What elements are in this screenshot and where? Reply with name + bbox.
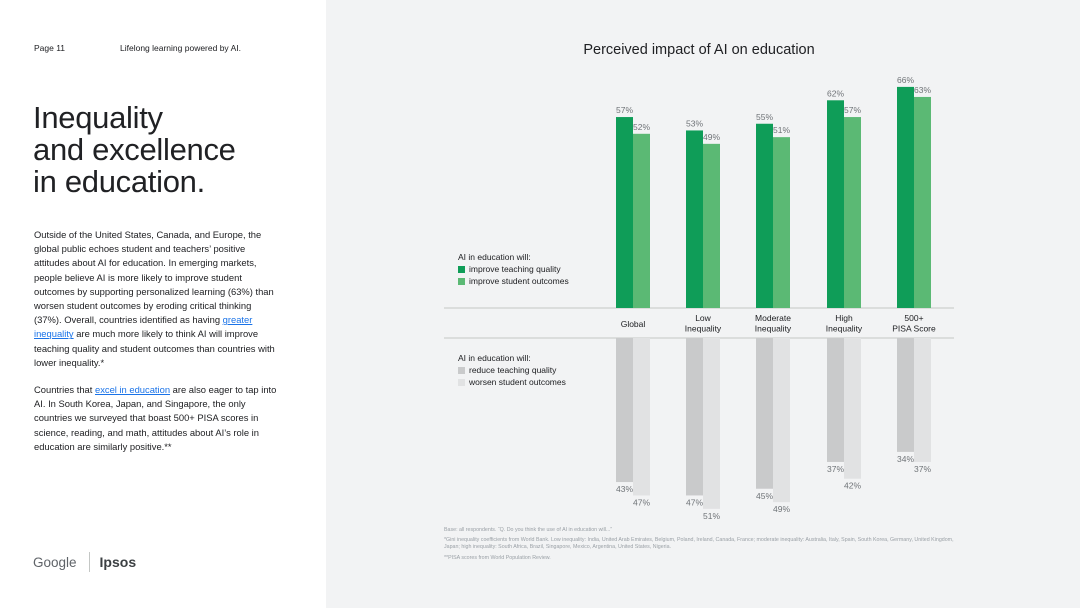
data-label: 62% (827, 88, 844, 98)
bar-improve-student-outcomes (633, 133, 650, 308)
title-line: and excellence (33, 132, 236, 167)
data-label: 63% (914, 85, 931, 95)
greater-inequality-link[interactable]: greater inequality (34, 314, 253, 340)
data-label: 43% (616, 484, 633, 494)
bar-worsen-student-outcomes (703, 338, 720, 509)
bar-reduce-teaching-quality (616, 338, 633, 483)
category-label: High Inequality (826, 313, 863, 334)
data-label: 37% (914, 464, 931, 474)
bar-improve-student-outcomes (914, 96, 931, 308)
page-number: Page 11 (34, 43, 66, 53)
data-label: 37% (827, 464, 844, 474)
body-text: Outside of the United States, Canada, an… (34, 228, 278, 467)
category-label: 500+ PISA Score (892, 313, 936, 334)
legend-swatch (458, 378, 465, 386)
data-label: 52% (633, 122, 650, 132)
legend-label: worsen student outcomes (469, 377, 566, 387)
ipsos-logo: Ipsos (99, 554, 137, 570)
bar-worsen-student-outcomes (633, 338, 650, 496)
bar-worsen-student-outcomes (773, 338, 790, 503)
bar-reduce-teaching-quality (897, 338, 914, 452)
data-label: 42% (844, 481, 861, 491)
data-label: 66% (897, 75, 914, 85)
bar-improve-teaching-quality (897, 86, 914, 309)
data-label: 57% (844, 105, 861, 115)
legend-swatch (458, 277, 465, 285)
logo-bar: Google Ipsos (33, 551, 136, 573)
legend-item: improve teaching quality (458, 263, 569, 275)
bar-worsen-student-outcomes (914, 338, 931, 462)
legend-label: improve teaching quality (469, 264, 561, 274)
footnotes: Base: all respondents. “Q. Do you think … (444, 527, 964, 565)
title-line: in education. (33, 164, 205, 199)
bar-worsen-student-outcomes (844, 338, 861, 479)
bar-improve-student-outcomes (703, 143, 720, 308)
data-label: 34% (897, 454, 914, 464)
data-label: 49% (773, 504, 790, 514)
bar-reduce-teaching-quality (756, 338, 773, 489)
bar-improve-student-outcomes (773, 137, 790, 308)
category-label: Low Inequality (685, 313, 722, 334)
legend-label: improve student outcomes (469, 276, 569, 286)
logo-divider (88, 552, 90, 572)
data-label: 55% (756, 112, 773, 122)
footnote-base: Base: all respondents. “Q. Do you think … (444, 527, 613, 533)
legend-swatch (458, 265, 465, 273)
bar-improve-student-outcomes (844, 117, 861, 308)
data-label: 47% (633, 497, 650, 507)
bar-reduce-teaching-quality (827, 338, 844, 462)
data-label: 57% (616, 105, 633, 115)
legend-title: AI in education will: (458, 353, 531, 363)
chart-title: Perceived impact of AI on education (583, 42, 814, 58)
legend-positive: AI in education will: improve teaching q… (458, 251, 569, 287)
paragraph: Outside of the United States, Canada, an… (34, 229, 275, 368)
bar-improve-teaching-quality (616, 117, 633, 308)
text-panel: Page 11 Lifelong learning powered by AI.… (0, 0, 326, 608)
paragraph: Countries that excel in education are al… (34, 384, 277, 452)
legend-negative: AI in education will: reduce teaching qu… (458, 352, 566, 388)
legend-item: improve student outcomes (458, 275, 569, 287)
bar-improve-teaching-quality (756, 123, 773, 308)
google-logo: Google (33, 554, 77, 570)
data-label: 45% (756, 491, 773, 501)
legend-item: reduce teaching quality (458, 364, 566, 376)
data-label: 53% (686, 118, 703, 128)
data-label: 49% (703, 132, 720, 142)
running-title: Lifelong learning powered by AI. (120, 43, 241, 53)
data-label: 51% (703, 511, 720, 521)
data-label: 47% (686, 497, 703, 507)
category-label: Moderate Inequality (755, 313, 792, 334)
bar-improve-teaching-quality (686, 130, 703, 308)
title-line: Inequality (33, 100, 163, 135)
bar-reduce-teaching-quality (686, 338, 703, 496)
legend-title: AI in education will: (458, 252, 531, 262)
category-label: Global (621, 319, 646, 329)
legend-label: reduce teaching quality (469, 365, 557, 375)
legend-swatch (458, 366, 465, 374)
excel-in-education-link[interactable]: excel in education (94, 384, 171, 396)
footnote-gini: *Gini inequality coefficients from World… (444, 537, 954, 551)
footnote-pisa: **PISA scores from World Population Revi… (444, 554, 551, 561)
data-label: 51% (773, 125, 790, 135)
bar-improve-teaching-quality (827, 100, 844, 308)
page-title: Inequality and excellence in education. (33, 102, 303, 198)
legend-item: worsen student outcomes (458, 376, 566, 388)
